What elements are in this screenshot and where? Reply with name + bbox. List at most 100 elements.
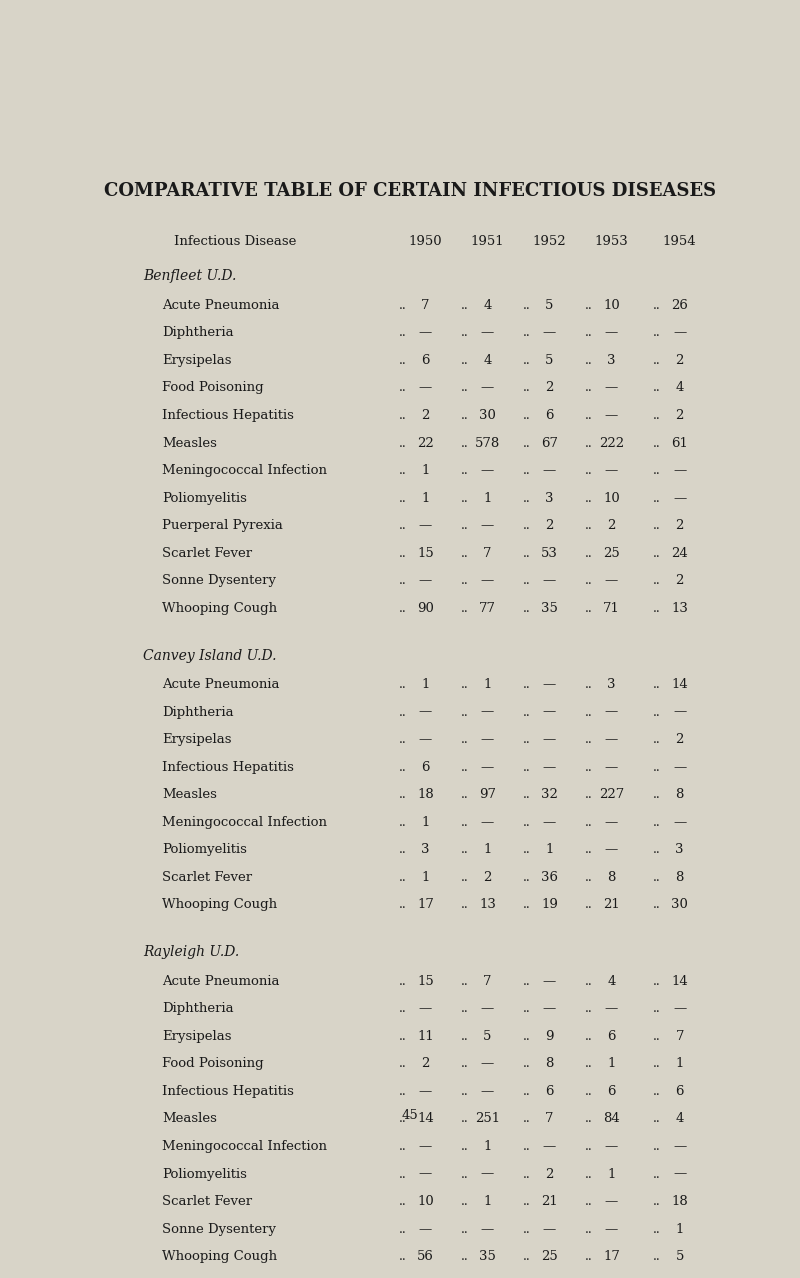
- Text: —: —: [419, 381, 432, 395]
- Text: ..: ..: [585, 843, 593, 856]
- Text: ..: ..: [653, 492, 661, 505]
- Text: 61: 61: [671, 437, 688, 450]
- Text: 7: 7: [422, 299, 430, 312]
- Text: ..: ..: [653, 898, 661, 911]
- Text: 1: 1: [422, 464, 430, 477]
- Text: 1: 1: [483, 843, 492, 856]
- Text: 18: 18: [671, 1195, 688, 1208]
- Text: Infectious Hepatitis: Infectious Hepatitis: [162, 1085, 294, 1098]
- Text: ..: ..: [522, 1250, 530, 1263]
- Text: 7: 7: [675, 1030, 684, 1043]
- Text: ..: ..: [461, 760, 469, 773]
- Text: —: —: [605, 1140, 618, 1153]
- Text: —: —: [543, 1223, 556, 1236]
- Text: —: —: [605, 1002, 618, 1015]
- Text: ..: ..: [585, 1250, 593, 1263]
- Text: ..: ..: [461, 326, 469, 340]
- Text: —: —: [605, 760, 618, 773]
- Text: —: —: [481, 326, 494, 340]
- Text: ..: ..: [398, 381, 406, 395]
- Text: 2: 2: [675, 519, 684, 532]
- Text: —: —: [605, 815, 618, 829]
- Text: ..: ..: [398, 789, 406, 801]
- Text: —: —: [605, 464, 618, 477]
- Text: Whooping Cough: Whooping Cough: [162, 602, 277, 615]
- Text: 5: 5: [675, 1250, 684, 1263]
- Text: ..: ..: [461, 354, 469, 367]
- Text: ..: ..: [653, 1140, 661, 1153]
- Text: ..: ..: [398, 464, 406, 477]
- Text: ..: ..: [585, 975, 593, 988]
- Text: —: —: [419, 1002, 432, 1015]
- Text: 14: 14: [417, 1112, 434, 1126]
- Text: 4: 4: [675, 381, 684, 395]
- Text: —: —: [605, 1223, 618, 1236]
- Text: —: —: [543, 464, 556, 477]
- Text: —: —: [481, 1085, 494, 1098]
- Text: ..: ..: [585, 1030, 593, 1043]
- Text: 36: 36: [541, 870, 558, 884]
- Text: ..: ..: [398, 492, 406, 505]
- Text: 3: 3: [607, 679, 616, 691]
- Text: ..: ..: [585, 1195, 593, 1208]
- Text: 8: 8: [675, 789, 684, 801]
- Text: —: —: [481, 1223, 494, 1236]
- Text: ..: ..: [653, 734, 661, 746]
- Text: ..: ..: [653, 843, 661, 856]
- Text: —: —: [605, 574, 618, 588]
- Text: Measles: Measles: [162, 437, 217, 450]
- Text: Measles: Measles: [162, 789, 217, 801]
- Text: ..: ..: [398, 1250, 406, 1263]
- Text: ..: ..: [398, 437, 406, 450]
- Text: 13: 13: [671, 602, 688, 615]
- Text: 6: 6: [546, 409, 554, 422]
- Text: —: —: [605, 1195, 618, 1208]
- Text: ..: ..: [653, 574, 661, 588]
- Text: —: —: [481, 734, 494, 746]
- Text: 1: 1: [675, 1057, 684, 1070]
- Text: ..: ..: [398, 870, 406, 884]
- Text: ..: ..: [653, 519, 661, 532]
- Text: ..: ..: [461, 705, 469, 718]
- Text: ..: ..: [461, 1085, 469, 1098]
- Text: ..: ..: [461, 299, 469, 312]
- Text: 84: 84: [603, 1112, 620, 1126]
- Text: ..: ..: [585, 1057, 593, 1070]
- Text: —: —: [543, 574, 556, 588]
- Text: ..: ..: [585, 492, 593, 505]
- Text: 2: 2: [546, 519, 554, 532]
- Text: 6: 6: [422, 354, 430, 367]
- Text: 2: 2: [675, 734, 684, 746]
- Text: ..: ..: [398, 547, 406, 560]
- Text: Diphtheria: Diphtheria: [162, 1002, 234, 1015]
- Text: ..: ..: [461, 409, 469, 422]
- Text: ..: ..: [585, 519, 593, 532]
- Text: ..: ..: [585, 574, 593, 588]
- Text: 5: 5: [546, 354, 554, 367]
- Text: 6: 6: [607, 1085, 616, 1098]
- Text: —: —: [673, 1140, 686, 1153]
- Text: —: —: [673, 464, 686, 477]
- Text: Sonne Dysentery: Sonne Dysentery: [162, 574, 276, 588]
- Text: ..: ..: [522, 437, 530, 450]
- Text: —: —: [543, 760, 556, 773]
- Text: ..: ..: [398, 409, 406, 422]
- Text: —: —: [543, 705, 556, 718]
- Text: 35: 35: [479, 1250, 496, 1263]
- Text: 2: 2: [422, 409, 430, 422]
- Text: 7: 7: [546, 1112, 554, 1126]
- Text: ..: ..: [585, 734, 593, 746]
- Text: —: —: [673, 1002, 686, 1015]
- Text: ..: ..: [522, 464, 530, 477]
- Text: ..: ..: [653, 1085, 661, 1098]
- Text: ..: ..: [585, 437, 593, 450]
- Text: COMPARATIVE TABLE OF CERTAIN INFECTIOUS DISEASES: COMPARATIVE TABLE OF CERTAIN INFECTIOUS …: [104, 181, 716, 199]
- Text: ..: ..: [461, 519, 469, 532]
- Text: ..: ..: [522, 1223, 530, 1236]
- Text: —: —: [605, 381, 618, 395]
- Text: ..: ..: [461, 1030, 469, 1043]
- Text: —: —: [673, 1168, 686, 1181]
- Text: —: —: [543, 1002, 556, 1015]
- Text: Infectious Disease: Infectious Disease: [174, 235, 297, 248]
- Text: ..: ..: [398, 1140, 406, 1153]
